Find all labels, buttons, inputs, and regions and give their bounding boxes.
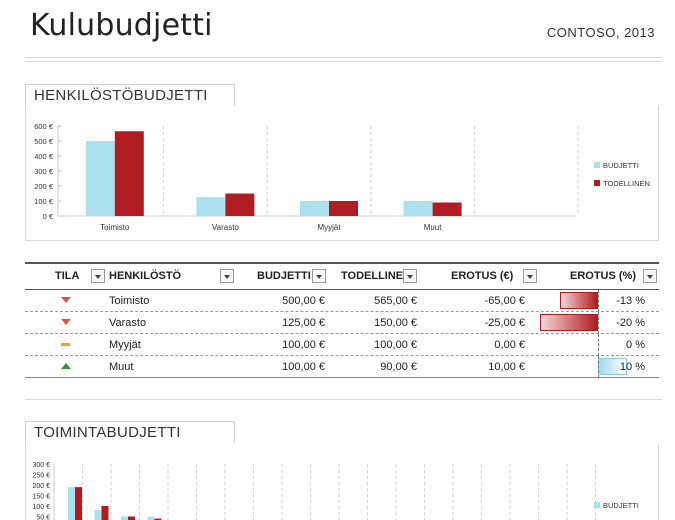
filter-budjetti-button[interactable] (312, 269, 326, 283)
neutral-dash-icon (61, 343, 70, 346)
legend-swatch-0 (594, 162, 600, 168)
y-tick-label: 300 € (34, 167, 54, 176)
table-header: TILA HENKILÖSTÖ BUDJETTI TODELLINEN EROT… (25, 262, 659, 290)
bar-todellinen-1 (225, 193, 255, 216)
cell-diff: 10,00 € (488, 361, 525, 373)
y-tick-label: 400 € (34, 152, 54, 161)
table-row: Varasto 125,00 € 150,00 € -25,00 € -20 % (25, 312, 659, 334)
col-erotus-pct: EROTUS (%) (570, 270, 636, 282)
section-henkilosto-tab: HENKILÖSTÖBUDJETTI (25, 84, 235, 107)
henkilosto-chart: 600 € 500 € 400 € 300 € 200 € 100 € 0 € Toimist… (34, 122, 650, 232)
bar-budjetti-2 (121, 516, 128, 520)
section-toiminta-tab: TOIMINTABUDJETTI (25, 421, 235, 444)
cell-name: Toimisto (109, 295, 150, 307)
col-tila: TILA (55, 270, 80, 282)
x-tick-label: Muut (424, 223, 443, 232)
cell-pct: -13 % (616, 295, 645, 307)
filter-erotus-pct-button[interactable] (643, 269, 657, 283)
bar-todellinen-0 (75, 487, 82, 520)
pct-axis (598, 334, 599, 356)
col-henkilosto: HENKILÖSTÖ (109, 270, 182, 282)
cell-actual: 150,00 € (374, 317, 417, 329)
cell-budget: 125,00 € (282, 317, 325, 329)
y-tick-label: 250 € (32, 473, 50, 480)
table-row: Myyjät 100,00 € 100,00 € 0,00 € 0 % (25, 334, 659, 356)
pct-axis (598, 356, 599, 378)
header-divider (25, 57, 662, 58)
y-tick-label: 300 € (32, 462, 50, 469)
table-row: Toimisto 500,00 € 565,00 € -65,00 € -13 % (25, 290, 659, 312)
table-row: Muut 100,00 € 90,00 € 10,00 € 10 % (25, 356, 659, 378)
cell-name: Myyjät (109, 339, 141, 351)
cell-budget: 500,00 € (282, 295, 325, 307)
cell-diff: 0,00 € (494, 339, 525, 351)
col-budjetti: BUDJETTI (257, 270, 311, 282)
cell-actual: 100,00 € (374, 339, 417, 351)
bar-todellinen-3 (432, 202, 462, 216)
cell-pct: -20 % (616, 317, 645, 329)
legend-label-1: TODELLINEN (603, 179, 650, 188)
filter-tila-button[interactable] (91, 269, 105, 283)
cell-diff: -65,00 € (484, 295, 525, 307)
bar-todellinen-2 (329, 201, 358, 216)
col-todellinen: TODELLINEN (341, 270, 412, 282)
y-tick-label: 200 € (32, 483, 50, 490)
legend-label-0: BUDJETTI (603, 161, 639, 170)
bar-budjetti-0 (68, 487, 75, 520)
filter-todellinen-button[interactable] (403, 269, 417, 283)
cell-name: Varasto (109, 317, 147, 329)
x-tick-label: Varasto (212, 223, 240, 232)
y-tick-label: 100 € (34, 197, 54, 206)
bar-budjetti-1 (94, 510, 102, 520)
legend-swatch-1 (594, 180, 600, 186)
bar-budjetti-3 (147, 516, 155, 520)
filter-henkilosto-button[interactable] (220, 269, 234, 283)
henkilosto-table: TILA HENKILÖSTÖ BUDJETTI TODELLINEN EROT… (25, 262, 659, 378)
filter-erotus-eur-button[interactable] (523, 269, 537, 283)
bar-budjetti-3 (403, 201, 433, 216)
table-body: Toimisto 500,00 € 565,00 € -65,00 € -13 % Var… (25, 290, 659, 378)
x-tick-label: Toimisto (100, 223, 130, 232)
y-tick-label: 150 € (32, 494, 50, 501)
bar-todellinen-1 (101, 506, 109, 520)
bar-todellinen-3 (154, 518, 162, 520)
bar-todellinen-0 (114, 131, 144, 216)
bar-budjetti-2 (300, 201, 329, 216)
col-erotus-eur: EROTUS (€) (451, 270, 514, 282)
pct-data-bar (540, 314, 598, 331)
cell-diff: -25,00 € (484, 317, 525, 329)
legend-swatch-0 (594, 502, 600, 508)
company-year: CONTOSO, 2013 (546, 25, 655, 40)
y-tick-label: 100 € (32, 504, 50, 511)
pct-data-bar (560, 292, 598, 309)
down-arrow-icon (61, 319, 71, 325)
toiminta-chart: 300 € 250 € 200 € 150 € 100 € 50 € BUDJETTI (32, 462, 639, 520)
cell-budget: 100,00 € (282, 361, 325, 373)
y-tick-label: 50 € (36, 515, 50, 520)
section-divider (25, 399, 662, 400)
cell-actual: 565,00 € (374, 295, 417, 307)
pct-axis (598, 290, 599, 312)
up-arrow-icon (61, 363, 71, 369)
x-tick-label: Myyjät (317, 223, 341, 232)
down-arrow-icon (61, 297, 71, 303)
page-title: Kulubudjetti (30, 8, 213, 43)
header-divider-2 (25, 61, 662, 62)
y-tick-label: 200 € (34, 182, 54, 191)
y-tick-label: 600 € (34, 122, 54, 131)
bar-budjetti-1 (196, 197, 226, 216)
y-tick-label: 500 € (34, 137, 54, 146)
cell-pct: 10 % (619, 361, 645, 373)
y-tick-label: 0 € (43, 212, 54, 221)
cell-pct: 0 % (626, 339, 645, 351)
cell-actual: 90,00 € (380, 361, 417, 373)
legend-label-0: BUDJETTI (603, 501, 639, 510)
chart-panel-henkilosto: 600 € 500 € 400 € 300 € 200 € 100 € 0 € Toimist… (25, 106, 659, 241)
bar-todellinen-2 (128, 516, 135, 520)
chart-panel-toiminta: 300 € 250 € 200 € 150 € 100 € 50 € BUDJETTI (25, 443, 659, 520)
pct-axis (598, 312, 599, 334)
cell-name: Muut (109, 361, 134, 373)
bar-budjetti-0 (85, 141, 115, 216)
cell-budget: 100,00 € (282, 339, 325, 351)
